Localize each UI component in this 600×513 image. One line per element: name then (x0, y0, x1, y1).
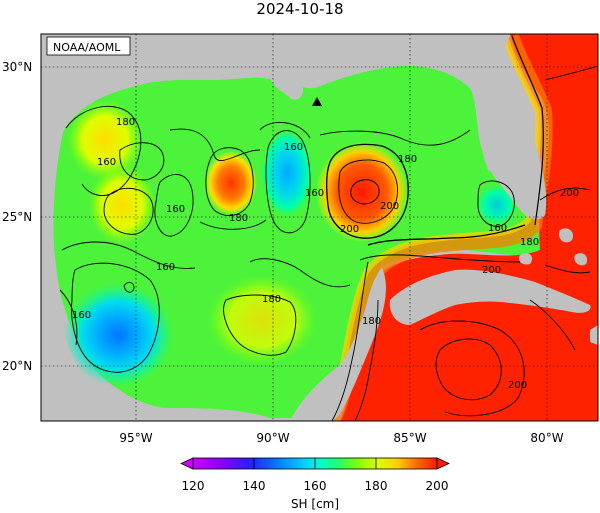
contour-label: 160 (156, 262, 175, 273)
contour-line (350, 179, 380, 205)
lon-tick-label: 95°W (119, 431, 152, 445)
contour-line (319, 129, 471, 146)
contour-line (71, 262, 160, 373)
contour-line (259, 122, 311, 139)
contour-line (169, 128, 261, 161)
cold-eddy-southwest (63, 283, 173, 387)
colorbar-tick-label: 180 (365, 479, 388, 493)
cuba-island (389, 269, 591, 325)
contour-label: 160 (284, 142, 303, 153)
contour-label: 160 (72, 310, 91, 321)
contour-label: 180 (262, 294, 281, 305)
map-title: 2024-10-18 (256, 0, 344, 18)
contour-line (154, 174, 194, 237)
lon-tick-label: 90°W (256, 431, 289, 445)
contour-label: 180 (520, 237, 539, 248)
lon-tick-label: 85°W (393, 431, 426, 445)
contour-line (477, 180, 515, 227)
contour-line (119, 142, 165, 181)
warm-eddy-west (205, 151, 257, 215)
contour-line (354, 299, 379, 421)
contour-label: 180 (362, 316, 381, 327)
contour-label: 200 (482, 265, 501, 276)
colorbar-low-arrow (180, 457, 194, 470)
contour-line (529, 299, 576, 351)
colorbar-tick-label: 120 (182, 479, 205, 493)
contour-label: 160 (305, 188, 324, 199)
contour-labels: 180 180 180 160 160 160 160 200 180 180 … (72, 117, 579, 391)
contour-label: 160 (166, 204, 185, 215)
cold-eddy-central (261, 129, 313, 217)
colorbar-high-arrow (436, 457, 450, 470)
contour-line (123, 281, 135, 293)
contour-line (265, 130, 311, 234)
contour-line (539, 187, 591, 201)
lon-tick-label: 80°W (530, 431, 563, 445)
contour-line (544, 264, 591, 274)
contour-label: 160 (97, 157, 116, 168)
colorbar-label: SH [cm] (291, 497, 339, 511)
contour-line (59, 289, 78, 346)
lat-lon-grid (41, 34, 598, 421)
contour-line (367, 224, 526, 246)
contour-line (419, 320, 525, 417)
colorbar-tick-label: 200 (426, 479, 449, 493)
colorbar: 120 140 160 180 200 SH [cm] (180, 457, 450, 511)
contour-line (61, 241, 196, 269)
credit-box (46, 36, 131, 56)
lat-tick-label: 25°N (2, 210, 32, 224)
contour-line (359, 254, 521, 263)
station-marker-triangle (312, 97, 322, 106)
us-gulf-coast (41, 34, 510, 132)
hispaniola-island (590, 325, 598, 345)
contour-label: 200 (560, 188, 579, 199)
lat-tick-label: 30°N (2, 60, 32, 74)
contour-line (65, 105, 142, 196)
colorbar-tick-label: 160 (304, 479, 327, 493)
map-frame (40, 33, 599, 422)
yucatan-peninsula (290, 268, 386, 421)
lat-tick-label: 20°N (2, 359, 32, 373)
contour-line (338, 159, 398, 224)
contour-line (326, 143, 409, 239)
contour-label: 180 (116, 117, 135, 128)
contour-line (223, 294, 297, 356)
credit-label: NOAA/AOML (53, 41, 121, 54)
contour-label: 180 (229, 213, 248, 224)
warm-patch-west (88, 165, 156, 245)
contour-label: 200 (380, 201, 399, 212)
contour-label: 200 (340, 224, 359, 235)
bahamas-island (518, 228, 588, 266)
contour-label: 180 (398, 154, 417, 165)
contour-line (331, 261, 369, 421)
contour-line (544, 65, 598, 81)
contour-line (511, 35, 544, 226)
gulf-basin (53, 66, 542, 418)
contour-line (199, 219, 267, 230)
contour-label: 160 (488, 223, 507, 234)
contour-line (249, 258, 351, 288)
contour-line (205, 147, 254, 217)
mexico-coast (41, 34, 150, 421)
contour-lines (59, 35, 598, 421)
contour-label: 200 (508, 380, 527, 391)
warm-patch-central (207, 275, 317, 365)
colorbar-tick-label: 140 (243, 479, 266, 493)
contour-line (435, 338, 502, 401)
florida-peninsula (470, 60, 547, 220)
warm-patch-northwest (67, 100, 143, 180)
mississippi-delta (270, 74, 304, 100)
